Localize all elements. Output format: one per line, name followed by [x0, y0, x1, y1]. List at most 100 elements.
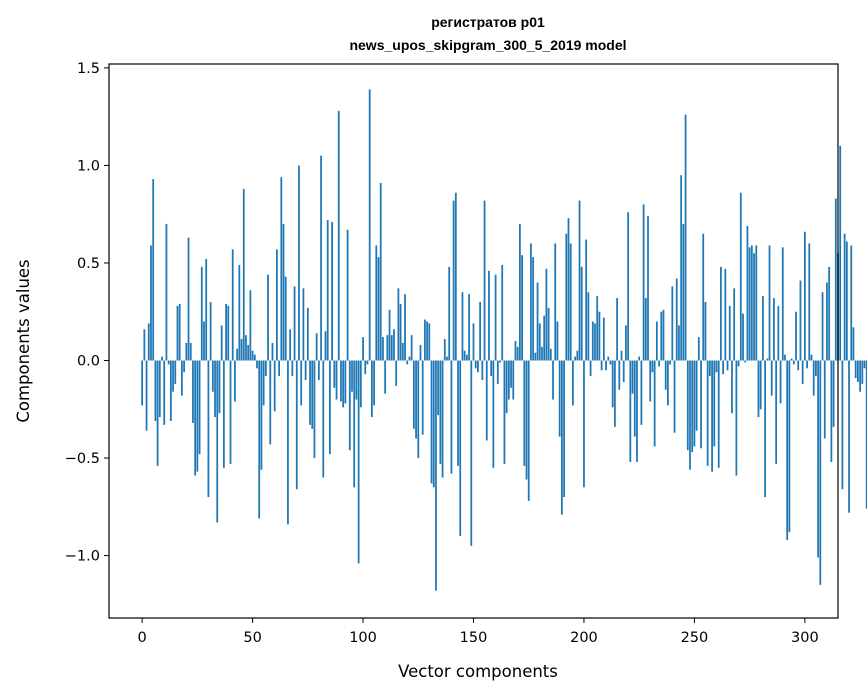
- y-tick-label: 0.5: [77, 256, 100, 272]
- bar-230: [649, 360, 652, 402]
- bar-239: [669, 360, 671, 365]
- bar-221: [629, 360, 632, 462]
- bar-138: [446, 356, 448, 361]
- bar-46: [242, 188, 245, 361]
- bar-156: [485, 360, 488, 441]
- bar-272: [742, 313, 744, 361]
- bar-25: [196, 360, 199, 472]
- bar-102: [366, 360, 369, 365]
- bar-178: [534, 352, 537, 361]
- bar-215: [616, 298, 618, 361]
- bar-308: [821, 292, 824, 361]
- bar-198: [578, 200, 581, 361]
- bar-216: [618, 360, 621, 390]
- bar-86: [331, 222, 333, 361]
- bar-164: [503, 360, 506, 464]
- bar-297: [797, 360, 800, 371]
- bar-194: [569, 243, 572, 361]
- bar-279: [757, 360, 760, 418]
- bar-167: [510, 360, 512, 388]
- bar-281: [762, 296, 764, 361]
- bar-48: [247, 344, 250, 361]
- bar-71: [298, 165, 300, 361]
- bar-27: [200, 266, 203, 361]
- bar-172: [521, 255, 523, 361]
- bar-289: [779, 360, 782, 404]
- bar-173: [523, 360, 526, 466]
- bar-38: [225, 303, 227, 361]
- bar-15: [174, 360, 177, 384]
- bar-245: [682, 223, 685, 361]
- bar-6: [154, 360, 157, 421]
- bar-213: [611, 360, 614, 408]
- x-axis-label: Vector components: [398, 662, 558, 681]
- bar-184: [547, 307, 550, 361]
- bar-111: [386, 335, 389, 361]
- bar-301: [806, 360, 808, 369]
- bar-16: [176, 305, 179, 361]
- bar-114: [393, 329, 395, 361]
- bar-193: [567, 218, 570, 361]
- bar-191: [563, 360, 565, 498]
- bar-247: [686, 360, 689, 451]
- bar-265: [726, 360, 729, 371]
- bar-9: [161, 356, 163, 361]
- bar-208: [600, 360, 603, 371]
- bar-67: [289, 329, 292, 361]
- bar-60: [273, 360, 276, 412]
- bar-206: [596, 296, 599, 361]
- bar-224: [636, 360, 638, 462]
- bar-75: [306, 307, 309, 361]
- bar-145: [461, 292, 464, 361]
- bar-152: [477, 360, 479, 373]
- bar-242: [675, 278, 678, 361]
- bar-89: [337, 110, 340, 361]
- bar-295: [792, 360, 795, 365]
- bar-228: [644, 298, 647, 361]
- bar-195: [572, 360, 574, 406]
- bar-284: [768, 245, 771, 361]
- bar-160: [494, 274, 497, 361]
- bar-54: [260, 360, 263, 470]
- bar-136: [441, 360, 444, 478]
- bar-293: [788, 360, 791, 533]
- bar-201: [585, 239, 588, 361]
- bar-324: [857, 360, 859, 382]
- bar-286: [773, 298, 775, 361]
- bar-79: [315, 333, 318, 361]
- bar-113: [390, 335, 393, 361]
- bar-68: [291, 360, 294, 377]
- bar-298: [799, 280, 802, 361]
- bar-270: [737, 360, 740, 367]
- bar-243: [678, 325, 680, 361]
- bar-40: [229, 360, 232, 464]
- bar-159: [492, 360, 495, 468]
- bar-65: [284, 276, 287, 361]
- bar-106: [375, 245, 378, 361]
- bar-187: [554, 243, 557, 361]
- bar-94: [348, 360, 351, 451]
- bar-183: [545, 268, 548, 361]
- bar-189: [558, 360, 561, 437]
- bar-278: [755, 245, 758, 361]
- bar-121: [408, 356, 411, 361]
- bar-211: [607, 356, 610, 361]
- bar-326: [861, 360, 864, 384]
- bar-13: [169, 360, 172, 421]
- bar-229: [647, 216, 649, 361]
- bar-266: [728, 305, 731, 361]
- bar-146: [463, 350, 466, 361]
- bar-10: [163, 360, 166, 425]
- bar-33: [214, 360, 216, 418]
- bar-269: [735, 360, 738, 476]
- bar-175: [527, 360, 530, 501]
- bar-264: [724, 268, 727, 361]
- bar-52: [256, 360, 258, 369]
- bar-49: [249, 290, 252, 361]
- bar-323: [854, 360, 857, 379]
- bar-260: [715, 360, 718, 373]
- bar-170: [516, 346, 519, 361]
- bar-14: [172, 360, 174, 392]
- bar-277: [753, 253, 755, 361]
